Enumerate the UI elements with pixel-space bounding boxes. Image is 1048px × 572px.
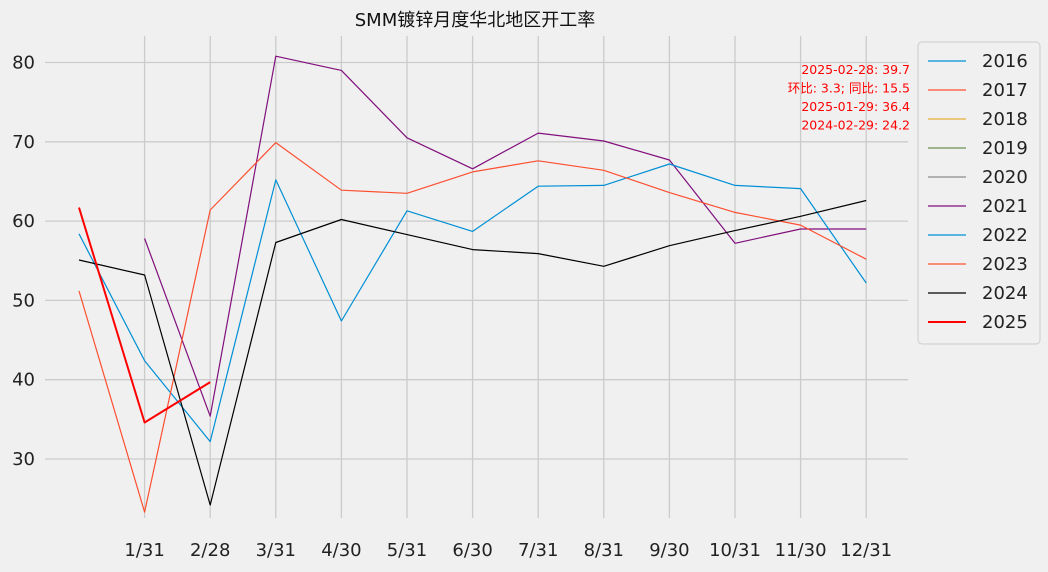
y-tick-label: 70 xyxy=(12,132,35,153)
x-tick-label: 1/31 xyxy=(124,540,164,561)
legend-label-2016: 2016 xyxy=(982,51,1028,72)
legend-label-2023: 2023 xyxy=(982,254,1028,275)
legend: 2016 2017 2018 2019 2020 2021 2022 2023 2024 2025 xyxy=(917,41,1041,345)
x-tick-label: 3/31 xyxy=(256,540,296,561)
legend-label-2022: 2022 xyxy=(982,225,1028,246)
x-tick-label: 8/31 xyxy=(584,540,624,561)
series-line-2021 xyxy=(144,55,867,417)
annotation-line: 2025-01-29: 36.4 xyxy=(801,99,910,114)
x-tick-label: 11/30 xyxy=(775,540,827,561)
annotation-box: 2025-02-28: 39.7 环比: 3.3; 同比: 15.5 2025-01… xyxy=(788,62,910,133)
legend-label-2024: 2024 xyxy=(982,283,1028,304)
y-tick-label: 80 xyxy=(12,53,35,74)
x-tick-label: 2/28 xyxy=(190,540,230,561)
x-tick-label: 7/31 xyxy=(518,540,558,561)
series-line-2023 xyxy=(78,142,867,513)
x-tick-label: 9/30 xyxy=(649,540,689,561)
legend-frame xyxy=(917,41,1041,345)
y-tick-label: 60 xyxy=(12,211,35,232)
legend-label-2025: 2025 xyxy=(982,312,1028,333)
axes: 30 40 50 60 70 80 1/31 2/28 3/31 4/30 5/31 6/30 7/31… xyxy=(12,53,892,562)
series-line-2025 xyxy=(78,207,211,424)
series-lines xyxy=(78,55,867,513)
legend-label-2021: 2021 xyxy=(982,196,1028,217)
series-line-2022 xyxy=(78,163,867,443)
legend-label-2019: 2019 xyxy=(982,138,1028,159)
x-tick-label: 12/31 xyxy=(840,540,892,561)
annotation-line: 环比: 3.3; 同比: 15.5 xyxy=(788,81,910,96)
grid xyxy=(45,36,908,518)
x-tick-label: 10/31 xyxy=(709,540,761,561)
legend-label-2017: 2017 xyxy=(982,80,1028,101)
annotation-line: 2025-02-28: 39.7 xyxy=(801,62,910,77)
legend-label-2020: 2020 xyxy=(982,167,1028,188)
y-tick-label: 40 xyxy=(12,370,35,391)
chart-title: SMM镀锌月度华北地区开工率 xyxy=(355,10,596,31)
y-tick-label: 30 xyxy=(12,449,35,470)
x-tick-label: 6/30 xyxy=(452,540,492,561)
annotation-line: 2024-02-29: 24.2 xyxy=(801,118,910,133)
y-tick-label: 50 xyxy=(12,290,35,311)
legend-label-2018: 2018 xyxy=(982,109,1028,130)
x-tick-label: 4/30 xyxy=(321,540,361,561)
series-line-2024 xyxy=(78,199,867,506)
x-tick-label: 5/31 xyxy=(387,540,427,561)
